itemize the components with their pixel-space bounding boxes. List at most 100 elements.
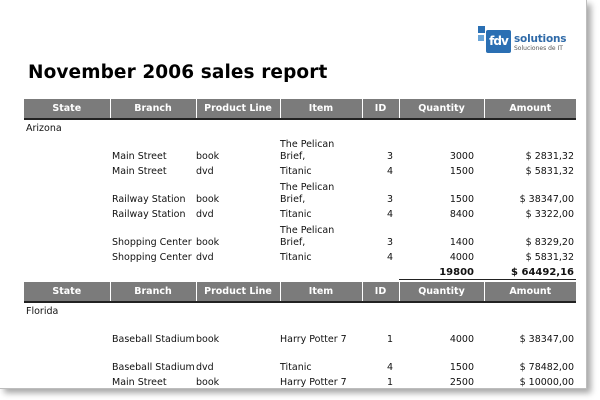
- column-header-branch: Branch: [110, 282, 197, 302]
- column-header-id: ID: [362, 282, 400, 302]
- cell-product-line: book: [196, 194, 220, 205]
- cell-id: 4: [386, 209, 393, 220]
- cell-product-line: dvd: [196, 209, 214, 220]
- column-header-quantity: Quantity: [399, 99, 485, 119]
- cell-id: 1: [386, 334, 393, 345]
- table-row: Baseball Stadium book Harry Potter 7 1 4000 $…: [24, 318, 576, 346]
- cell-amount: $ 3322,00: [525, 209, 574, 220]
- cell-item: Titanic: [280, 166, 312, 177]
- cell-product-line: book: [196, 151, 220, 162]
- cell-state: [24, 318, 110, 346]
- cell-amount: $ 5831,32: [525, 166, 574, 177]
- column-header-row: State Branch Product Line Item ID Quantity Amo…: [24, 282, 576, 302]
- cell-amount: $ 2831,32: [525, 151, 574, 162]
- table-row: Railway Station dvd Titanic 4 8400 $ 3322,00: [24, 206, 576, 221]
- column-header-amount: Amount: [484, 99, 576, 119]
- cell-quantity: 1500: [449, 194, 474, 205]
- cell-item: The Pelican Brief,: [280, 182, 335, 205]
- column-header-quantity: Quantity: [399, 282, 485, 302]
- total-amount: $ 64492,16: [484, 264, 576, 280]
- cell-branch: Baseball Stadium: [112, 362, 195, 373]
- table-row: Railway Station book The Pelican Brief, 3 15…: [24, 178, 576, 206]
- column-header-item: Item: [280, 282, 363, 302]
- cell-id: 3: [386, 194, 393, 205]
- cell-amount: $ 8329,20: [525, 237, 574, 248]
- cell-state: [24, 249, 110, 264]
- cell-quantity: 1500: [449, 166, 474, 177]
- table-row: Main Street dvd Titanic 4 1500 $ 5831,32: [24, 163, 576, 178]
- column-header-id: ID: [362, 99, 400, 119]
- logo-tagline: Soluciones de IT: [514, 45, 563, 52]
- cell-item: Titanic: [280, 252, 312, 263]
- cell-state: [24, 221, 110, 249]
- cell-amount: $ 5831,32: [525, 252, 574, 263]
- table-row: Main Street book Harry Potter 7 1 2500 $ 1000…: [24, 374, 576, 388]
- cell-product-line: book: [196, 334, 220, 345]
- cell-state: [24, 346, 110, 374]
- cell-amount: $ 78482,00: [519, 362, 574, 373]
- cell-item: Titanic: [280, 362, 312, 373]
- report-title: November 2006 sales report: [28, 62, 328, 83]
- cell-item: Titanic: [280, 209, 312, 220]
- state-group-row: Arizona: [24, 120, 576, 135]
- cell-id: 4: [386, 252, 393, 263]
- logo-dot-icon: [478, 26, 485, 33]
- table-row: Shopping Center book The Pelican Brief, 3 14…: [24, 221, 576, 249]
- cell-product-line: dvd: [196, 252, 214, 263]
- cell-quantity: 4000: [449, 252, 474, 263]
- cell-branch: Railway Station: [112, 194, 186, 205]
- sales-table-body: State Branch Product Line Item ID Quantity Amo…: [24, 99, 576, 388]
- logo-mark: fdv: [486, 30, 511, 53]
- total-empty-cell: [362, 264, 399, 280]
- cell-branch: Shopping Center: [112, 237, 192, 248]
- cell-branch: Main Street: [112, 151, 167, 162]
- cell-quantity: 1400: [449, 237, 474, 248]
- column-header-product-line: Product Line: [196, 282, 281, 302]
- logo-dot-small-icon: [478, 35, 484, 41]
- total-empty-cell: [24, 264, 110, 280]
- cell-quantity: 4000: [449, 334, 474, 345]
- total-empty-cell: [196, 264, 280, 280]
- column-header-branch: Branch: [110, 99, 197, 119]
- cell-id: 4: [386, 362, 393, 373]
- report-page: fdv solutions Soluciones de IT November …: [0, 0, 587, 389]
- group-total-row: 19800 $ 64492,16: [24, 264, 576, 280]
- total-quantity: 19800: [399, 264, 484, 280]
- cell-id: 3: [386, 151, 393, 162]
- sales-table: State Branch Product Line Item ID Quantity Amo…: [24, 99, 576, 388]
- cell-branch: Baseball Stadium: [112, 334, 195, 345]
- column-header-state: State: [24, 282, 111, 302]
- cell-state: [24, 374, 110, 388]
- total-empty-cell: [280, 264, 362, 280]
- cell-quantity: 2500: [449, 377, 474, 388]
- cell-id: 4: [386, 166, 393, 177]
- total-empty-cell: [110, 264, 196, 280]
- cell-state: [24, 163, 110, 178]
- cell-quantity: 3000: [449, 151, 474, 162]
- cell-id: 1: [386, 377, 393, 388]
- state-name: Arizona: [26, 123, 62, 134]
- cell-product-line: book: [196, 237, 220, 248]
- cell-state: [24, 135, 110, 163]
- cell-product-line: dvd: [196, 166, 214, 177]
- column-header-product-line: Product Line: [196, 99, 281, 119]
- cell-branch: Railway Station: [112, 209, 186, 220]
- cell-product-line: dvd: [196, 362, 214, 373]
- cell-item: Harry Potter 7: [280, 377, 347, 388]
- state-group-row: Florida: [24, 303, 576, 318]
- table-row: Baseball Stadium dvd Titanic 4 1500 $ 78482,0…: [24, 346, 576, 374]
- cell-id: 3: [386, 237, 393, 248]
- company-logo: fdv solutions Soluciones de IT: [476, 24, 576, 54]
- logo-name: solutions: [514, 33, 567, 45]
- cell-branch: Main Street: [112, 166, 167, 177]
- cell-item: Harry Potter 7: [280, 334, 347, 345]
- cell-amount: $ 38347,00: [519, 194, 574, 205]
- column-header-row: State Branch Product Line Item ID Quantity Amo…: [24, 99, 576, 119]
- cell-item: The Pelican Brief,: [280, 225, 335, 248]
- state-name: Florida: [26, 306, 59, 317]
- cell-state: [24, 206, 110, 221]
- cell-quantity: 1500: [449, 362, 474, 373]
- cell-quantity: 8400: [449, 209, 474, 220]
- cell-amount: $ 10000,00: [519, 377, 574, 388]
- column-header-amount: Amount: [484, 282, 576, 302]
